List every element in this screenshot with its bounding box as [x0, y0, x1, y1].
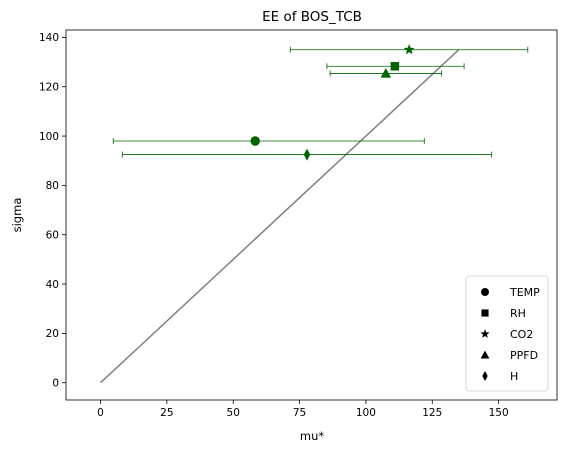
x-tick-label: 75	[293, 407, 306, 419]
point-rh	[390, 62, 400, 71]
y-tick-label: 120	[39, 82, 59, 94]
plot-frame	[65, 29, 558, 401]
point-ppfd	[380, 68, 392, 78]
legend-label-rh: RH	[510, 307, 526, 320]
x-axis-label: mu*	[300, 429, 324, 443]
legend-marker-ppfd	[480, 350, 490, 359]
legend-marker-h	[482, 370, 488, 382]
y-tick-label: 100	[39, 131, 59, 143]
x-tick-label: 150	[489, 407, 509, 419]
legend-marker-temp	[481, 288, 489, 296]
legend-box	[465, 275, 549, 392]
legend-label-h: H	[510, 370, 518, 383]
legend-marker-co2	[480, 329, 490, 338]
legend-label-co2: CO2	[510, 328, 533, 341]
x-tick-label: 100	[356, 407, 376, 419]
y-axis-label: sigma	[10, 198, 24, 233]
plot-area: 0 25 50 75 100 125 150 0 20 40 60 80 100 120 140	[39, 29, 558, 419]
y-tick-label: 140	[39, 32, 59, 44]
reference-line	[99, 49, 460, 384]
legend-marker-rh	[481, 309, 489, 317]
x-tick-label: 50	[227, 407, 240, 419]
y-tick-label: 0	[52, 378, 59, 390]
chart-title: EE of BOS_TCB	[262, 9, 362, 25]
legend-label-temp: TEMP	[509, 286, 540, 299]
y-tick-label: 60	[46, 230, 59, 242]
x-tick-label: 125	[422, 407, 442, 419]
legend: TEMP RH CO2 PPFD H	[465, 275, 549, 392]
y-tick-label: 80	[46, 180, 59, 192]
point-h	[303, 148, 311, 161]
point-temp	[250, 136, 260, 146]
y-tick-label: 40	[46, 279, 59, 291]
x-tick-label: 25	[160, 407, 173, 419]
legend-label-ppfd: PPFD	[510, 349, 538, 362]
point-co2	[403, 43, 415, 55]
x-tick-label: 0	[97, 407, 104, 419]
y-tick-label: 20	[46, 328, 59, 340]
